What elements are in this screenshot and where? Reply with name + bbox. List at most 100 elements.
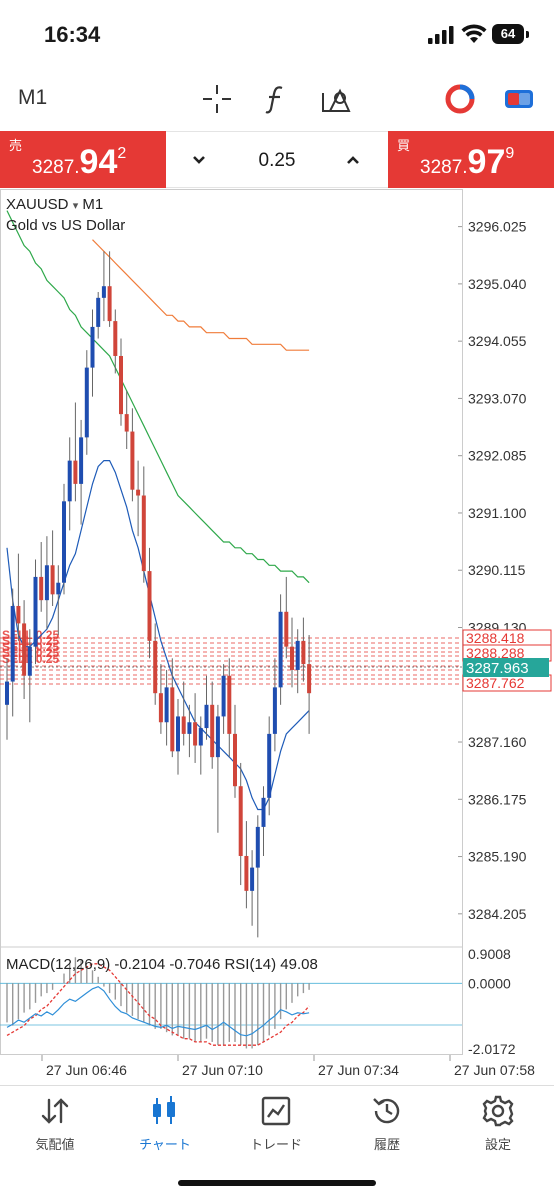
chart-symbol[interactable]: XAUUSD ▾ M1 xyxy=(6,196,103,213)
time-label: 27 Jun 07:10 xyxy=(182,1062,263,1078)
candle xyxy=(158,693,163,723)
crosshair-icon[interactable] xyxy=(201,83,233,115)
moving-average-line xyxy=(6,210,310,584)
time-label: 27 Jun 07:34 xyxy=(318,1062,399,1078)
candle xyxy=(101,286,106,298)
candle xyxy=(272,687,277,734)
candle xyxy=(295,640,300,670)
battery-icon: 64 xyxy=(492,24,524,44)
candle xyxy=(176,716,180,752)
price-tick-label: 3293.070 xyxy=(468,390,527,406)
nav-history[interactable]: 履歴 xyxy=(332,1094,442,1153)
lot-increase-button[interactable] xyxy=(346,149,360,170)
sell-button[interactable]: 売 3287.942 xyxy=(0,131,166,188)
candle xyxy=(147,571,152,641)
candle xyxy=(130,431,135,490)
macd-signal-line xyxy=(6,963,310,1046)
candle xyxy=(107,286,112,322)
candle xyxy=(79,437,84,484)
candle xyxy=(193,722,198,746)
current-price-label: 3287.963 xyxy=(466,660,529,677)
candle xyxy=(5,681,9,705)
candle xyxy=(10,605,15,682)
signal-icon xyxy=(428,26,454,44)
price-tick-label: 3290.115 xyxy=(468,562,526,578)
candlestick-icon xyxy=(153,1096,175,1124)
price-tick-label: 3284.205 xyxy=(468,906,527,922)
price-line-label: 3288.288 xyxy=(466,645,525,661)
account-icon[interactable] xyxy=(444,83,476,115)
candle xyxy=(164,687,169,723)
nav-chart-label: チャート xyxy=(139,1137,191,1152)
home-indicator xyxy=(178,1180,376,1186)
one-click-trading-icon[interactable] xyxy=(503,83,535,115)
nav-trade-label: トレード xyxy=(249,1137,302,1152)
nav-quotes-label: 気配値 xyxy=(35,1137,75,1152)
battery-tip xyxy=(526,31,529,38)
buy-tag: 買 xyxy=(397,138,411,153)
trade-icon xyxy=(261,1096,291,1126)
candle xyxy=(153,640,158,694)
chevron-up-icon xyxy=(347,156,359,164)
candle xyxy=(27,646,32,676)
status-bar: 16:34 64 xyxy=(0,0,554,70)
time-label: 27 Jun 07:58 xyxy=(454,1062,535,1078)
candle xyxy=(170,687,175,752)
indicator-tick-label: 0.9008 xyxy=(468,946,511,962)
status-time: 16:34 xyxy=(44,22,101,47)
nav-chart[interactable]: チャート xyxy=(110,1094,220,1153)
candle xyxy=(290,646,294,670)
symbol-description: Gold vs US Dollar xyxy=(6,217,126,234)
candle xyxy=(198,728,203,746)
candle xyxy=(255,826,260,868)
wifi-icon xyxy=(461,24,487,43)
sell-price: 3287.942 xyxy=(32,143,127,181)
timeframe-button[interactable]: M1 xyxy=(18,86,48,109)
candle xyxy=(204,704,209,729)
candle xyxy=(119,355,123,415)
indicator-label: MACD(12,26,9) -0.2104 -0.7046 RSI(14) 49… xyxy=(6,956,318,973)
price-tick-label: 3286.175 xyxy=(468,791,527,807)
candle xyxy=(33,576,38,647)
candle xyxy=(50,565,55,595)
buy-price: 3287.979 xyxy=(420,143,515,181)
price-tick-label: 3291.100 xyxy=(468,505,527,521)
nav-quotes[interactable]: 気配値 xyxy=(0,1094,110,1153)
candle xyxy=(136,489,141,496)
candle xyxy=(67,460,72,502)
symbol-dropdown-icon: ▾ xyxy=(72,200,79,212)
candle xyxy=(307,664,312,694)
candle xyxy=(278,611,283,688)
candle xyxy=(113,321,118,356)
lot-size-value[interactable]: 0.25 xyxy=(258,150,296,171)
time-label: 27 Jun 06:46 xyxy=(46,1062,127,1078)
candle xyxy=(233,733,237,787)
candle xyxy=(215,716,220,758)
price-line-label: 3288.418 xyxy=(466,630,525,646)
current-price-box xyxy=(463,658,549,677)
moving-average-line xyxy=(6,460,310,811)
buy-button[interactable]: 買 3287.979 xyxy=(388,131,554,188)
candle xyxy=(210,704,215,758)
candle xyxy=(16,605,21,624)
candle xyxy=(244,855,249,891)
gear-icon xyxy=(482,1095,514,1127)
chart-frame xyxy=(0,189,463,1055)
indicator-icon[interactable] xyxy=(260,83,292,115)
candle xyxy=(221,675,226,717)
candle xyxy=(44,565,49,601)
candle xyxy=(96,297,101,327)
nav-trade[interactable]: トレード xyxy=(221,1094,331,1153)
price-tick-label: 3296.025 xyxy=(468,219,527,235)
candle xyxy=(250,867,255,891)
price-chart[interactable]: 3296.025 3295.040 3294.055 3293.070 3292.085… xyxy=(0,189,554,1085)
indicator-tick-label: -2.0172 xyxy=(468,1041,516,1057)
nav-settings[interactable]: 設定 xyxy=(443,1094,553,1153)
lot-decrease-button[interactable] xyxy=(192,149,206,170)
rsi-line xyxy=(6,986,310,1037)
symbol-name: XAUUSD xyxy=(6,196,69,213)
drawing-objects-icon[interactable] xyxy=(320,83,352,115)
indicator-tick-label: 0.0000 xyxy=(468,975,511,991)
candle xyxy=(141,495,146,572)
order-label: SELL 0.25 xyxy=(2,634,59,648)
